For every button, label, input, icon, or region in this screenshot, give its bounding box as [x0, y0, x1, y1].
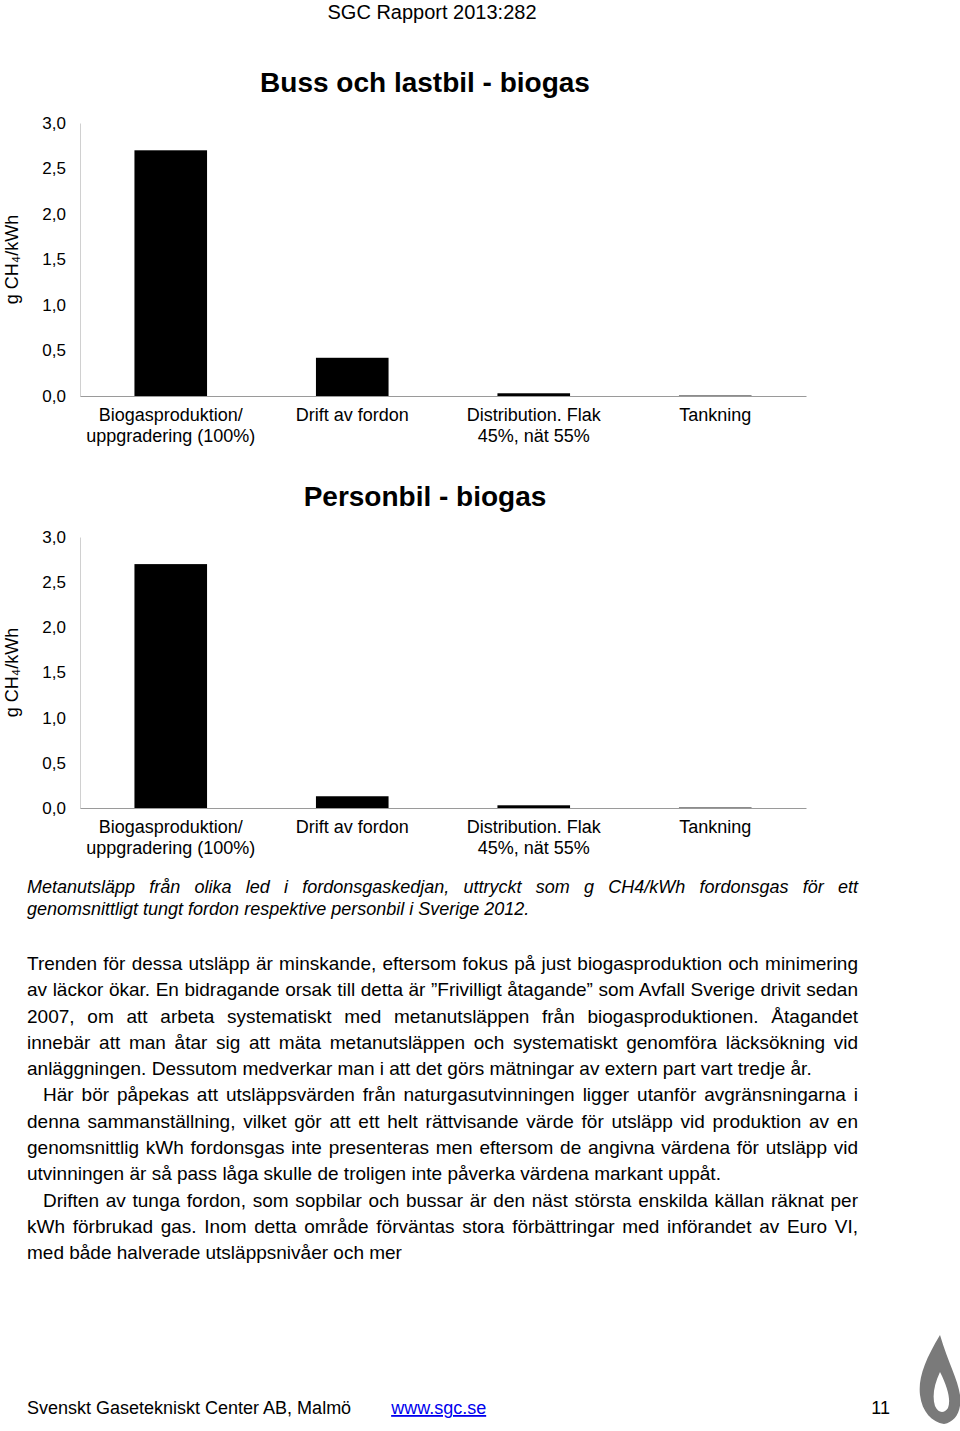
y-axis: 0,0 0,5 1,0 1,5 2,0 2,5 3,0 — [42, 114, 80, 406]
bar-chart: Personbil - biogas g CH₄/kWh 0,0 0,5 1,0 1,5 2… — [2, 481, 807, 858]
chart-title: Buss och lastbil - biogas — [260, 67, 590, 98]
x-tick: Distribution. Flak45%, nät 55% — [467, 396, 602, 446]
y-axis: 0,0 0,5 1,0 1,5 2,0 2,5 3,0 — [42, 528, 80, 818]
y-tick-label: 2,0 — [42, 205, 66, 224]
bar — [497, 393, 570, 396]
footer-text: Svenskt Gasetekniskt Center AB, Malmö — [27, 1398, 351, 1418]
paragraph: Trenden för dessa utsläpp är minskande, … — [27, 951, 858, 1082]
x-axis: Biogasproduktion/uppgradering (100%) Drif… — [81, 808, 807, 858]
y-axis-title: g CH₄/kWh — [2, 215, 22, 304]
y-tick: 3,0 — [42, 114, 80, 133]
figure-caption: Metanutsläpp från olika led i fordonsgas… — [27, 876, 858, 920]
y-axis-line — [80, 124, 81, 397]
y-tick-label: 2,5 — [42, 573, 66, 592]
y-axis-title: g CH₄/kWh — [2, 628, 22, 717]
x-axis-line — [81, 808, 807, 809]
y-tick: 1,5 — [42, 250, 80, 269]
y-tick: 0,5 — [42, 341, 80, 360]
page-number: 11 — [871, 1398, 890, 1418]
y-tick-label: 0,5 — [42, 341, 66, 360]
y-tick: 0,5 — [42, 754, 80, 773]
bar-chart: Buss och lastbil - biogas g CH₄/kWh 0,0 0,5… — [2, 67, 807, 446]
logo-flame — [920, 1335, 960, 1424]
bar — [316, 796, 389, 808]
x-tick: Biogasproduktion/uppgradering (100%) — [86, 396, 255, 446]
x-tick: Biogasproduktion/uppgradering (100%) — [86, 808, 255, 858]
x-tick-label: Biogasproduktion/uppgradering (100%) — [86, 817, 255, 859]
y-tick-label: 0,0 — [42, 387, 66, 406]
y-tick: 2,0 — [42, 618, 80, 637]
y-tick-label: 3,0 — [42, 114, 66, 133]
bar — [679, 807, 752, 808]
bars — [134, 150, 751, 396]
y-tick-label: 2,5 — [42, 159, 66, 178]
y-tick: 2,5 — [42, 573, 80, 592]
footer-link[interactable]: www.sgc.se — [390, 1398, 486, 1418]
x-axis: Biogasproduktion/uppgradering (100%) Drif… — [81, 396, 807, 446]
y-tick-label: 0,0 — [42, 799, 66, 818]
x-tick: Tankning — [679, 396, 751, 425]
y-tick-label: 3,0 — [42, 528, 66, 547]
x-tick-label: Distribution. Flak45%, nät 55% — [467, 405, 602, 447]
y-tick-label: 2,0 — [42, 618, 66, 637]
y-tick-label: 1,5 — [42, 663, 66, 682]
x-tick: Drift av fordon — [296, 396, 409, 425]
y-axis-line — [80, 538, 81, 809]
x-tick-label: Drift av fordon — [296, 817, 409, 837]
x-tick-label: Distribution. Flak45%, nät 55% — [467, 817, 602, 859]
bar — [134, 150, 207, 396]
y-tick: 1,5 — [42, 663, 80, 682]
x-tick-label: Drift av fordon — [296, 405, 409, 425]
y-tick-label: 1,0 — [42, 296, 66, 315]
x-tick: Tankning — [679, 808, 751, 837]
y-tick: 3,0 — [42, 528, 80, 547]
y-tick: 1,0 — [42, 709, 80, 728]
bar — [497, 805, 570, 808]
page-header: SGC Rapport 2013:282 — [327, 1, 536, 23]
x-tick: Distribution. Flak45%, nät 55% — [467, 808, 602, 858]
paragraph: Här bör påpekas att utsläppsvärden från … — [27, 1082, 858, 1187]
x-tick-label: Tankning — [679, 817, 751, 837]
body-text: Trenden för dessa utsläpp är minskande, … — [27, 951, 858, 1267]
y-tick: 2,5 — [42, 159, 80, 178]
y-tick-label: 1,0 — [42, 709, 66, 728]
bar — [134, 564, 207, 808]
bar — [679, 395, 752, 396]
x-axis-line — [81, 396, 807, 397]
chart-title: Personbil - biogas — [304, 481, 547, 512]
x-tick-label: Tankning — [679, 405, 751, 425]
y-tick-label: 0,5 — [42, 754, 66, 773]
x-tick-label: Biogasproduktion/uppgradering (100%) — [86, 405, 255, 447]
y-tick: 0,0 — [42, 799, 80, 818]
x-tick: Drift av fordon — [296, 808, 409, 837]
paragraph: Driften av tunga fordon, som sopbilar oc… — [27, 1188, 858, 1267]
y-tick: 2,0 — [42, 205, 80, 224]
y-tick: 0,0 — [42, 387, 80, 406]
bar — [316, 358, 389, 396]
y-tick-label: 1,5 — [42, 250, 66, 269]
y-tick: 1,0 — [42, 296, 80, 315]
bars — [134, 564, 751, 808]
